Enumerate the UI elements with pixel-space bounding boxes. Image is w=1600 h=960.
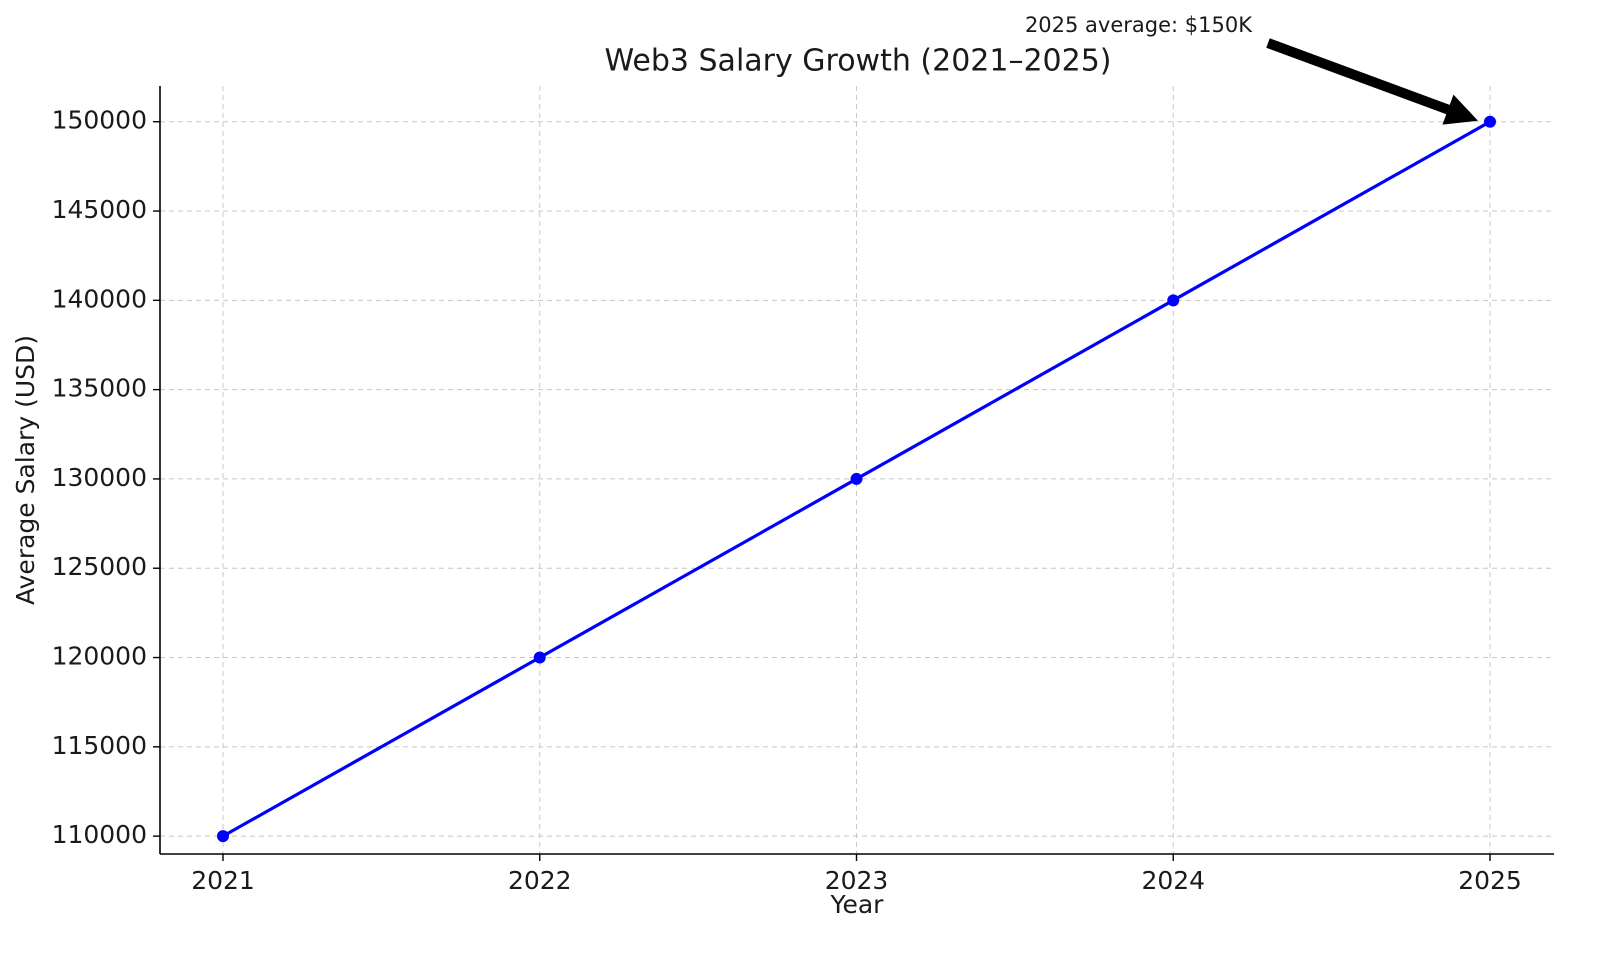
x-tick-label: 2021	[191, 866, 255, 895]
annotation-arrow	[1266, 38, 1478, 125]
y-tick-label: 140000	[52, 284, 147, 313]
ticks-layer: 2021 2022 2023 2024 2025 110000 115000 120000 12…	[52, 106, 1522, 895]
data-point	[533, 651, 546, 664]
data-point	[1167, 294, 1180, 307]
y-tick-label: 125000	[52, 552, 147, 581]
annotation-text: 2025 average: $150K	[1025, 13, 1253, 37]
annotation-layer: 2025 average: $150K	[1025, 13, 1478, 125]
data-point	[850, 472, 863, 485]
x-tick-label: 2022	[508, 866, 572, 895]
chart-title: Web3 Salary Growth (2021–2025)	[604, 44, 1111, 79]
grid-layer	[160, 86, 1554, 854]
y-tick-label: 115000	[52, 731, 147, 760]
x-tick-label: 2025	[1458, 866, 1522, 895]
y-axis-title: Average Salary (USD)	[11, 335, 40, 605]
x-axis-title: Year	[830, 890, 885, 919]
y-tick-label: 120000	[52, 642, 147, 671]
y-tick-label: 145000	[52, 195, 147, 224]
x-tick-label: 2024	[1141, 866, 1205, 895]
data-point	[217, 830, 229, 843]
y-tick-label: 135000	[52, 374, 147, 403]
data-point	[1484, 115, 1496, 128]
y-tick-label: 150000	[52, 106, 147, 135]
y-tick-label: 110000	[52, 820, 147, 849]
series-layer	[217, 115, 1496, 843]
y-tick-label: 130000	[52, 463, 147, 492]
x-tick-label: 2023	[825, 866, 889, 895]
